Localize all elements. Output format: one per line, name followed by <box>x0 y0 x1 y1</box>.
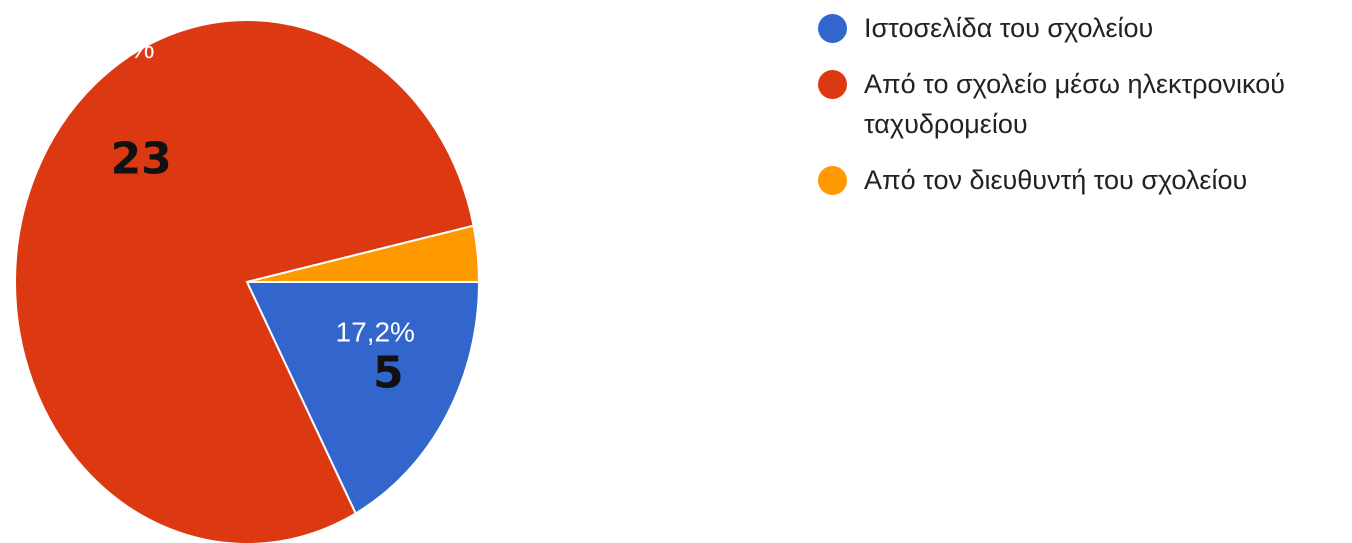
legend-item-school-email: Από το σχολείο μέσω ηλεκτρονικού ταχυδρο… <box>818 64 1338 144</box>
legend-swatch-school-principal <box>818 166 847 195</box>
legend-label-school-email: Από το σχολείο μέσω ηλεκτρονικού ταχυδρο… <box>864 69 1286 139</box>
chart-legend: Ιστοσελίδα του σχολείου Από το σχολείο μ… <box>818 8 1338 216</box>
legend-item-school-website: Ιστοσελίδα του σχολείου <box>818 8 1338 48</box>
count-label-school-website: 5 <box>373 348 404 399</box>
percent-label-school-website: 17,2% <box>336 317 415 348</box>
pie-chart: 17,2%5 79,3% 23 <box>14 19 481 543</box>
legend-item-school-principal: Από τον διευθυντή του σχολείου <box>818 160 1338 200</box>
count-label-school-email: 23 <box>111 133 172 184</box>
legend-swatch-school-website <box>818 14 847 43</box>
legend-swatch-school-email <box>818 70 847 99</box>
pie-slice-school-email <box>14 19 475 543</box>
pie-slice-school-principal <box>246 224 481 283</box>
pie-slice-school-website <box>245 281 481 515</box>
legend-label-school-principal: Από τον διευθυντή του σχολείου <box>864 165 1248 195</box>
legend-label-school-website: Ιστοσελίδα του σχολείου <box>864 13 1154 43</box>
percent-label-school-email: 79,3% <box>75 33 154 64</box>
